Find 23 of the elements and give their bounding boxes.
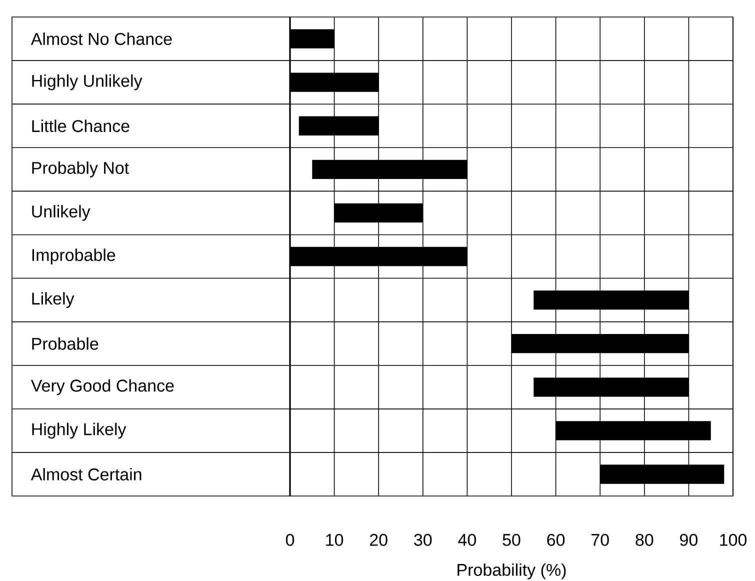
x-tick-label: 20 <box>370 534 388 546</box>
x-tick-label: 40 <box>458 534 476 546</box>
y-tick-label: Likely <box>32 292 74 308</box>
x-tick-label: 70 <box>592 534 609 546</box>
x-tick-label: 50 <box>502 534 520 546</box>
x-tick-label: 30 <box>414 534 432 546</box>
x-tick-label: 10 <box>326 534 344 546</box>
y-tick-label: Highly Unlikely <box>32 74 142 90</box>
y-tick-label: Unlikely <box>32 205 90 221</box>
x-tick-label: 60 <box>547 534 565 546</box>
y-tick-label: Probably Not <box>32 161 129 178</box>
y-tick-label: Improbable <box>32 248 116 264</box>
x-axis-title: Probability (%) <box>458 563 566 580</box>
x-tick-label: 100 <box>720 534 747 546</box>
x-tick-label: 80 <box>636 534 654 546</box>
y-tick-label: Little Chance <box>32 120 130 132</box>
y-tick-label: Probable <box>32 337 98 350</box>
y-tick-label: Very Good Chance <box>30 379 174 396</box>
x-tick-label: 90 <box>680 534 698 546</box>
y-tick-label: Highly Likely <box>32 422 126 439</box>
x-tick-label: 0 <box>286 534 294 546</box>
y-tick-label: Almost Certain <box>30 468 142 480</box>
y-tick-label: Almost No Chance <box>30 32 172 46</box>
